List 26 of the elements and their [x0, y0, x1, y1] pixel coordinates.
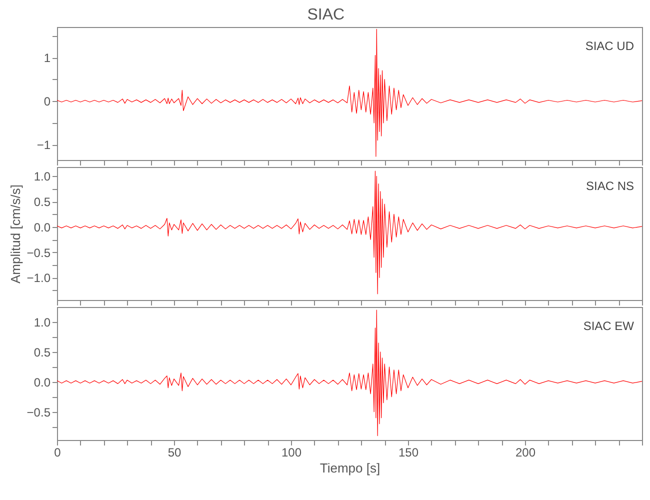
x-tick-label: 0 — [54, 446, 62, 460]
y-tick-label: 0.5 — [34, 345, 51, 360]
x-tick-label: 100 — [281, 446, 302, 460]
annotation: SIAC EW — [583, 319, 635, 333]
y-tick-label: 1 — [44, 51, 51, 66]
y-tick-label: 0.0 — [34, 220, 51, 234]
y-tick-label: −1 — [36, 138, 51, 152]
x-axis-title: Tiempo [s] — [320, 460, 380, 476]
y-tick-label: 0 — [44, 94, 51, 109]
x-tick-label: 200 — [515, 446, 536, 460]
x-tick-label: 50 — [168, 446, 182, 460]
y-tick-label: 0.0 — [34, 375, 51, 390]
line-series — [57, 28, 642, 157]
y-tick-label: 1.0 — [34, 170, 51, 184]
annotation: SIAC UD — [585, 39, 634, 53]
line-series — [57, 310, 642, 436]
y-tick-label: 0.5 — [34, 195, 51, 210]
y-tick-label: −0.5 — [26, 405, 51, 420]
y-tick-label: −1.0 — [26, 271, 51, 286]
y-tick-label: −0.5 — [26, 246, 51, 260]
chart-title: SIAC — [307, 6, 345, 24]
line-series — [57, 170, 642, 294]
y-axis-title: Amplitud [cm/s/s] — [8, 184, 23, 284]
annotation: SIAC NS — [586, 179, 634, 193]
y-tick-label: 1.0 — [34, 315, 51, 330]
x-tick-label: 150 — [398, 446, 419, 460]
